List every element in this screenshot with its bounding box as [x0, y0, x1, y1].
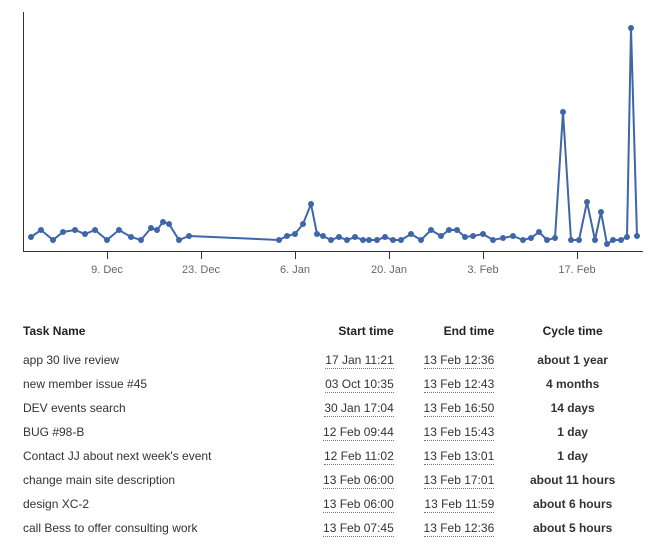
cell-cycle-time: 4 months — [500, 372, 651, 396]
cell-end-time: 13 Feb 16:50 — [400, 396, 500, 420]
x-tick — [483, 252, 484, 259]
x-tick-label: 17. Feb — [558, 264, 595, 276]
cell-start-time: 17 Jan 11:21 — [299, 348, 399, 372]
cell-cycle-time: 1 day — [500, 444, 651, 468]
cell-task-name: BUG #98-B — [23, 420, 299, 444]
cell-cycle-time: 14 days — [500, 396, 651, 420]
cell-start-time: 13 Feb 07:45 — [299, 516, 399, 540]
x-tick — [295, 252, 296, 259]
x-tick — [201, 252, 202, 259]
x-tick-label: 9. Dec — [91, 264, 123, 276]
cell-start-time: 12 Feb 09:44 — [299, 420, 399, 444]
cycle-time-chart: 9. Dec23. Dec6. Jan20. Jan3. Feb17. Feb — [23, 12, 643, 252]
task-table-container: Task NameStart timeEnd timeCycle time ap… — [23, 320, 651, 540]
cell-cycle-time: about 11 hours — [500, 468, 651, 492]
x-tick-label: 23. Dec — [182, 264, 220, 276]
table-row: design XC-213 Feb 06:0013 Feb 11:59about… — [23, 492, 651, 516]
cell-task-name: DEV events search — [23, 396, 299, 420]
cell-end-time: 13 Feb 17:01 — [400, 468, 500, 492]
cell-end-time: 13 Feb 12:36 — [400, 348, 500, 372]
cell-cycle-time: about 1 year — [500, 348, 651, 372]
task-table: Task NameStart timeEnd timeCycle time ap… — [23, 320, 651, 540]
table-row: BUG #98-B12 Feb 09:4413 Feb 15:431 day — [23, 420, 651, 444]
cell-task-name: Contact JJ about next week's event — [23, 444, 299, 468]
cell-task-name: app 30 live review — [23, 348, 299, 372]
cell-cycle-time: about 6 hours — [500, 492, 651, 516]
col-start: Start time — [299, 320, 399, 348]
table-row: change main site description13 Feb 06:00… — [23, 468, 651, 492]
x-tick-label: 20. Jan — [371, 264, 407, 276]
cell-end-time: 13 Feb 13:01 — [400, 444, 500, 468]
table-row: app 30 live review17 Jan 11:2113 Feb 12:… — [23, 348, 651, 372]
cell-task-name: design XC-2 — [23, 492, 299, 516]
cell-start-time: 30 Jan 17:04 — [299, 396, 399, 420]
cell-end-time: 13 Feb 15:43 — [400, 420, 500, 444]
col-cycle: Cycle time — [500, 320, 651, 348]
chart-svg — [23, 12, 643, 252]
table-row: DEV events search30 Jan 17:0413 Feb 16:5… — [23, 396, 651, 420]
col-name: Task Name — [23, 320, 299, 348]
task-table-body: app 30 live review17 Jan 11:2113 Feb 12:… — [23, 348, 651, 540]
cell-task-name: call Bess to offer consulting work — [23, 516, 299, 540]
cell-end-time: 13 Feb 11:59 — [400, 492, 500, 516]
cell-start-time: 03 Oct 10:35 — [299, 372, 399, 396]
task-table-head: Task NameStart timeEnd timeCycle time — [23, 320, 651, 348]
cell-end-time: 13 Feb 12:36 — [400, 516, 500, 540]
x-tick — [389, 252, 390, 259]
cell-task-name: change main site description — [23, 468, 299, 492]
x-tick-label: 3. Feb — [467, 264, 498, 276]
table-header-row: Task NameStart timeEnd timeCycle time — [23, 320, 651, 348]
cell-end-time: 13 Feb 12:43 — [400, 372, 500, 396]
table-row: new member issue #4503 Oct 10:3513 Feb 1… — [23, 372, 651, 396]
table-row: call Bess to offer consulting work13 Feb… — [23, 516, 651, 540]
x-tick-label: 6. Jan — [280, 264, 310, 276]
cell-cycle-time: about 5 hours — [500, 516, 651, 540]
table-row: Contact JJ about next week's event12 Feb… — [23, 444, 651, 468]
cell-task-name: new member issue #45 — [23, 372, 299, 396]
cell-cycle-time: 1 day — [500, 420, 651, 444]
cell-start-time: 12 Feb 11:02 — [299, 444, 399, 468]
cell-start-time: 13 Feb 06:00 — [299, 468, 399, 492]
x-tick — [107, 252, 108, 259]
cell-start-time: 13 Feb 06:00 — [299, 492, 399, 516]
x-tick — [577, 252, 578, 259]
col-end: End time — [400, 320, 500, 348]
